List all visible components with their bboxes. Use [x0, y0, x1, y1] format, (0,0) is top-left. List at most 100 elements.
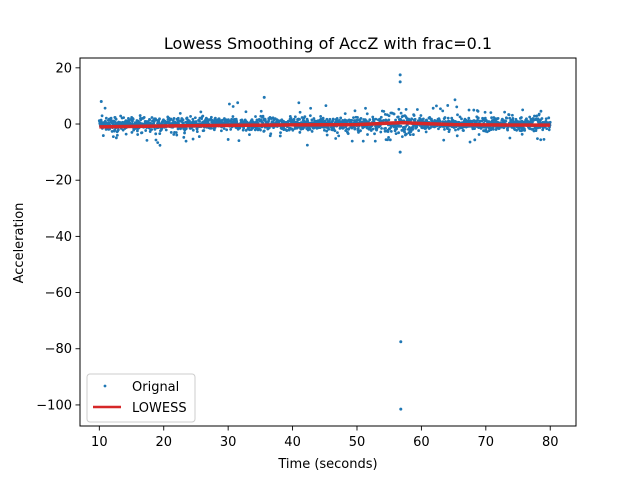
scatter-point [437, 127, 440, 131]
scatter-point [181, 118, 185, 122]
scatter-point [122, 116, 126, 120]
scatter-point [400, 135, 404, 139]
scatter-point [382, 109, 386, 113]
legend-box [86, 373, 196, 423]
scatter-point [496, 117, 500, 120]
scatter-point [380, 126, 383, 130]
scatter-point [384, 126, 387, 130]
scatter-point [158, 117, 161, 121]
scatter-point [374, 117, 378, 121]
scatter-point [388, 138, 392, 142]
scatter-point [334, 137, 338, 140]
scatter-point [148, 118, 152, 122]
scatter-point [540, 117, 544, 120]
scatter-point [259, 128, 262, 132]
scatter-point [140, 131, 144, 135]
scatter-point [336, 131, 339, 135]
scatter-point [373, 132, 376, 136]
scatter-point [222, 127, 226, 130]
scatter-point [244, 110, 248, 114]
scatter-point [413, 117, 417, 121]
scatter-point [476, 116, 480, 120]
scatter-point [199, 110, 203, 114]
scatter-point [467, 116, 471, 120]
scatter-point [417, 129, 421, 132]
scatter-point [195, 127, 199, 131]
scatter-point [121, 128, 125, 132]
y-axis: 20 0 −20 −40 −60 −80 −100 [36, 61, 80, 413]
y-tick-label: −40 [45, 230, 72, 245]
scatter-point [259, 109, 263, 113]
scatter-point [152, 120, 156, 123]
scatter-point [399, 340, 403, 344]
scatter-point [230, 117, 234, 121]
scatter-point [392, 112, 396, 116]
scatter-point [145, 138, 149, 142]
scatter-point [126, 116, 130, 120]
y-tick-label: 20 [55, 61, 72, 76]
scatter-point [184, 139, 188, 143]
scatter-point [131, 117, 135, 121]
x-tick-label: 70 [478, 435, 495, 450]
y-tick-label: −60 [45, 286, 72, 301]
scatter-point [325, 133, 329, 137]
scatter-point [169, 130, 173, 134]
scatter-point [399, 124, 403, 128]
scatter-point [153, 127, 157, 131]
scatter-point [368, 118, 372, 122]
y-axis-label: Acceleration [12, 203, 27, 284]
chart-title: Lowess Smoothing of AccZ with frac=0.1 [164, 34, 492, 53]
scatter-point [415, 108, 419, 111]
scatter-point [403, 130, 407, 134]
scatter-point [458, 115, 462, 119]
scatter-point [521, 108, 525, 112]
scatter-point [419, 114, 423, 117]
scatter-point [103, 106, 107, 110]
scatter-point [110, 130, 114, 133]
scatter-point [503, 110, 507, 114]
scatter-point [364, 119, 368, 123]
scatter-point [483, 116, 487, 120]
scatter-point [244, 128, 248, 132]
scatter-point [357, 131, 360, 134]
scatter-point [193, 116, 197, 120]
scatter-point [483, 110, 487, 114]
scatter-point [491, 127, 495, 131]
scatter-point [115, 133, 119, 137]
scatter-point [305, 143, 309, 147]
scatter-point [442, 138, 446, 142]
scatter-point [525, 117, 528, 121]
scatter-point [220, 118, 224, 122]
scatter-point [505, 116, 509, 120]
scatter-point [371, 127, 375, 131]
scatter-point [323, 119, 327, 123]
scatter-point [548, 120, 552, 124]
scatter-point [456, 113, 459, 117]
scatter-point [515, 128, 519, 132]
scatter-point [191, 117, 195, 121]
scatter-point [542, 138, 546, 141]
scatter-point [411, 133, 415, 136]
scatter-point [439, 107, 442, 111]
scatter-point [398, 80, 402, 84]
scatter-point [386, 130, 390, 134]
scatter-point [395, 127, 398, 131]
scatter-point [231, 105, 235, 108]
scatter-point [371, 115, 375, 119]
scatter-point [537, 112, 541, 116]
scatter-point [182, 135, 186, 139]
scatter-point [379, 115, 383, 119]
scatter-point [387, 136, 390, 139]
scatter-point [397, 131, 400, 135]
scatter-point [132, 128, 136, 132]
scatter-point [408, 133, 412, 137]
scatter-point [99, 100, 103, 104]
scatter-point [397, 107, 401, 111]
scatter-point [324, 104, 328, 107]
scatter-point [183, 131, 186, 135]
scatter-point [386, 138, 389, 142]
scatter-point [321, 116, 325, 120]
scatter-point [394, 125, 398, 129]
scatter-point [473, 138, 477, 142]
x-tick-label: 30 [220, 435, 237, 450]
